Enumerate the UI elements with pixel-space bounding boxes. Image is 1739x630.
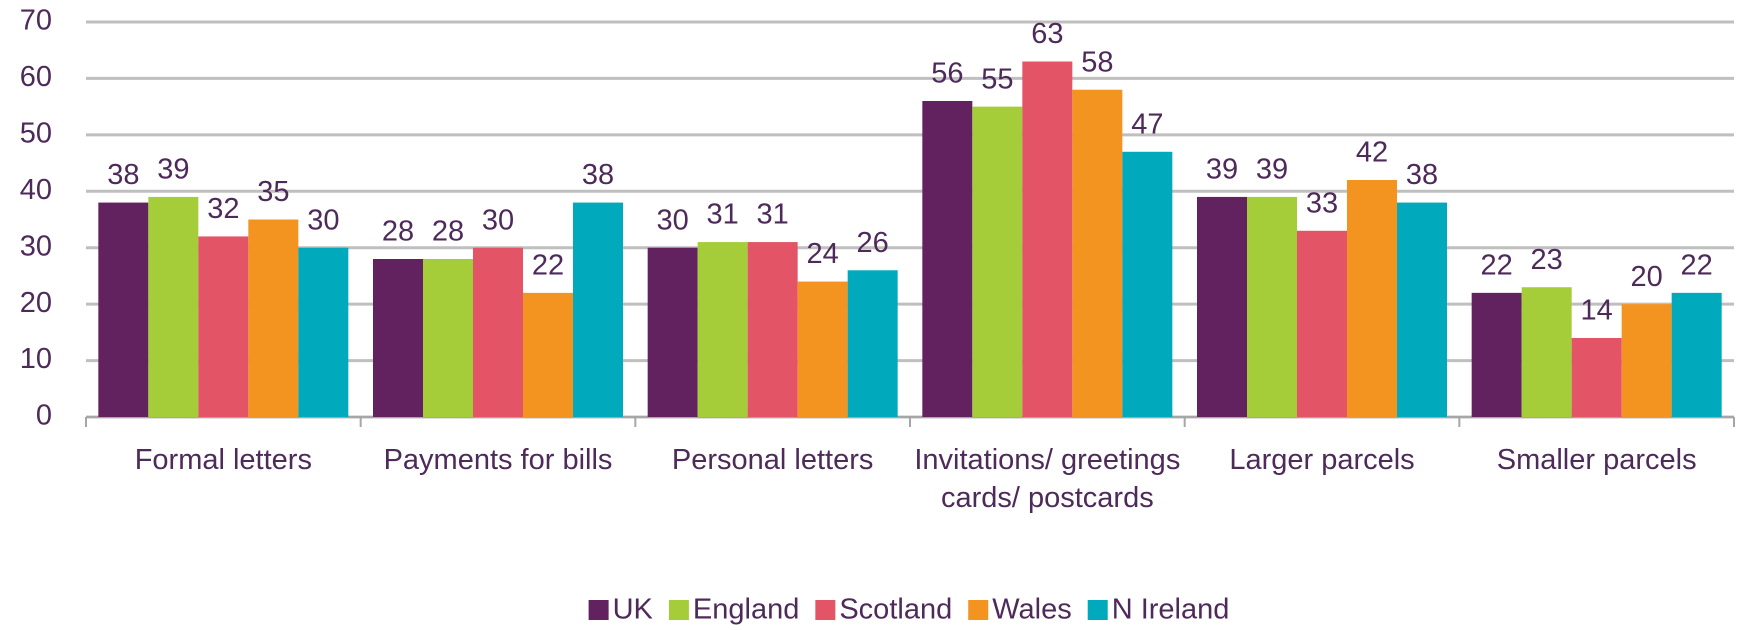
bar — [298, 247, 349, 417]
data-label: 30 — [657, 204, 689, 236]
bar — [847, 270, 898, 417]
data-label: 63 — [1031, 18, 1063, 50]
data-label: 35 — [257, 176, 289, 208]
bar — [747, 242, 798, 417]
legend-label: England — [693, 594, 799, 626]
data-label: 14 — [1581, 295, 1613, 327]
y-tick-label: 0 — [36, 400, 52, 432]
data-label: 38 — [582, 159, 614, 191]
data-label: 22 — [532, 250, 564, 282]
y-tick-label: 30 — [20, 230, 52, 262]
legend-label: UK — [613, 594, 654, 626]
data-label: 32 — [207, 193, 239, 225]
bar — [1347, 180, 1397, 417]
bar — [1022, 61, 1073, 417]
data-label: 39 — [1206, 154, 1238, 186]
data-label: 58 — [1081, 46, 1113, 78]
data-label: 28 — [432, 216, 464, 248]
data-label: 26 — [857, 227, 889, 259]
x-tick-label: Payments for bills — [383, 444, 613, 476]
bar — [1671, 292, 1722, 417]
bar — [373, 259, 423, 417]
bar — [647, 247, 698, 417]
data-label: 39 — [157, 154, 189, 186]
y-tick-label: 10 — [20, 343, 52, 375]
bar — [473, 247, 523, 417]
x-tick-label: Larger parcels — [1229, 444, 1415, 476]
data-label: 47 — [1131, 108, 1163, 140]
data-label: 42 — [1356, 137, 1388, 169]
x-tick-label: Smaller parcels — [1496, 444, 1697, 476]
data-label: 28 — [382, 216, 414, 248]
data-label: 22 — [1481, 250, 1513, 282]
bar — [1397, 202, 1447, 417]
data-label: 20 — [1631, 261, 1663, 293]
data-label: 38 — [107, 159, 139, 191]
x-tick-label: Personal letters — [671, 444, 874, 476]
bar — [1122, 151, 1173, 418]
bar — [1521, 287, 1572, 417]
legend-swatch — [815, 600, 836, 620]
data-label: 24 — [807, 238, 839, 270]
data-label: 31 — [707, 199, 739, 231]
data-label: 22 — [1681, 250, 1713, 282]
legend-swatch — [588, 600, 609, 620]
bar — [1072, 89, 1123, 417]
bar — [1247, 196, 1297, 417]
bar — [697, 242, 748, 417]
data-label: 30 — [307, 204, 339, 236]
bar — [148, 196, 199, 417]
legend-label: Wales — [992, 594, 1072, 626]
data-label: 31 — [757, 199, 789, 231]
y-tick-label: 60 — [20, 61, 52, 93]
bar — [198, 236, 249, 417]
data-label: 55 — [981, 63, 1013, 95]
bar — [922, 101, 973, 417]
y-tick-label: 50 — [20, 118, 52, 150]
bar — [1471, 292, 1522, 417]
data-label: 39 — [1256, 154, 1288, 186]
data-label: 23 — [1531, 244, 1563, 276]
legend-label: N Ireland — [1112, 594, 1230, 626]
bar — [248, 219, 299, 417]
bar — [1571, 338, 1622, 417]
x-tick-label: Formal letters — [134, 444, 312, 476]
legend-swatch — [668, 600, 689, 620]
data-label: 38 — [1406, 159, 1438, 191]
data-label: 30 — [482, 204, 514, 236]
data-label: 56 — [931, 58, 963, 90]
y-tick-label: 70 — [20, 5, 52, 37]
y-tick-label: 20 — [20, 287, 52, 319]
bar — [972, 106, 1023, 418]
x-tick-label: Invitations/ greetings cards/ postcards — [914, 444, 1181, 514]
bar — [523, 292, 573, 417]
bar — [797, 281, 848, 417]
bar — [1621, 304, 1672, 417]
legend-swatch — [1087, 600, 1108, 620]
data-label: 33 — [1306, 187, 1338, 219]
bar — [98, 202, 149, 417]
legend-label: Scotland — [839, 594, 952, 626]
legend-swatch — [968, 600, 989, 620]
y-tick-label: 40 — [20, 174, 52, 206]
bar — [1197, 196, 1247, 417]
bar — [1297, 230, 1347, 417]
bar — [423, 259, 473, 417]
bar — [573, 202, 623, 417]
